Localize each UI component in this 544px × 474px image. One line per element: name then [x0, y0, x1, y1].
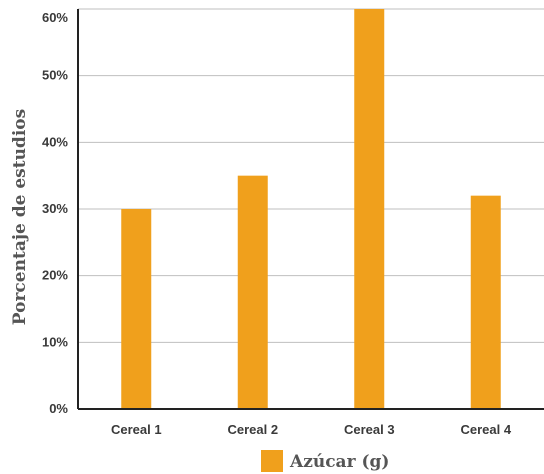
- y-tick-label: 30%: [42, 201, 68, 216]
- axes: [77, 9, 544, 410]
- y-tick-label: 20%: [42, 268, 68, 283]
- bar: [470, 195, 501, 409]
- y-axis-label: Porcentaje de estudios: [10, 109, 30, 325]
- y-tick-label: 60%: [42, 10, 68, 25]
- bar: [237, 175, 268, 409]
- x-tick-label: Cereal 4: [460, 422, 511, 437]
- gridlines: [78, 8, 544, 343]
- legend: Azúcar (g): [261, 450, 389, 472]
- x-tick-label: Cereal 1: [111, 422, 162, 437]
- bar: [121, 209, 152, 409]
- y-tick-label: 10%: [42, 334, 68, 349]
- y-tick-labels: 0% 10% 20% 30% 40% 50% 60%: [42, 10, 68, 416]
- bars: [121, 9, 501, 409]
- legend-swatch: [261, 450, 283, 472]
- y-tick-label: 0%: [49, 401, 68, 416]
- bar: [354, 9, 385, 409]
- x-tick-label: Cereal 3: [344, 422, 395, 437]
- y-tick-label: 50%: [42, 68, 68, 83]
- legend-label: Azúcar (g): [289, 452, 389, 472]
- y-tick-label: 40%: [42, 134, 68, 149]
- x-tick-label: Cereal 2: [227, 422, 278, 437]
- x-tick-labels: Cereal 1 Cereal 2 Cereal 3 Cereal 4: [111, 422, 512, 437]
